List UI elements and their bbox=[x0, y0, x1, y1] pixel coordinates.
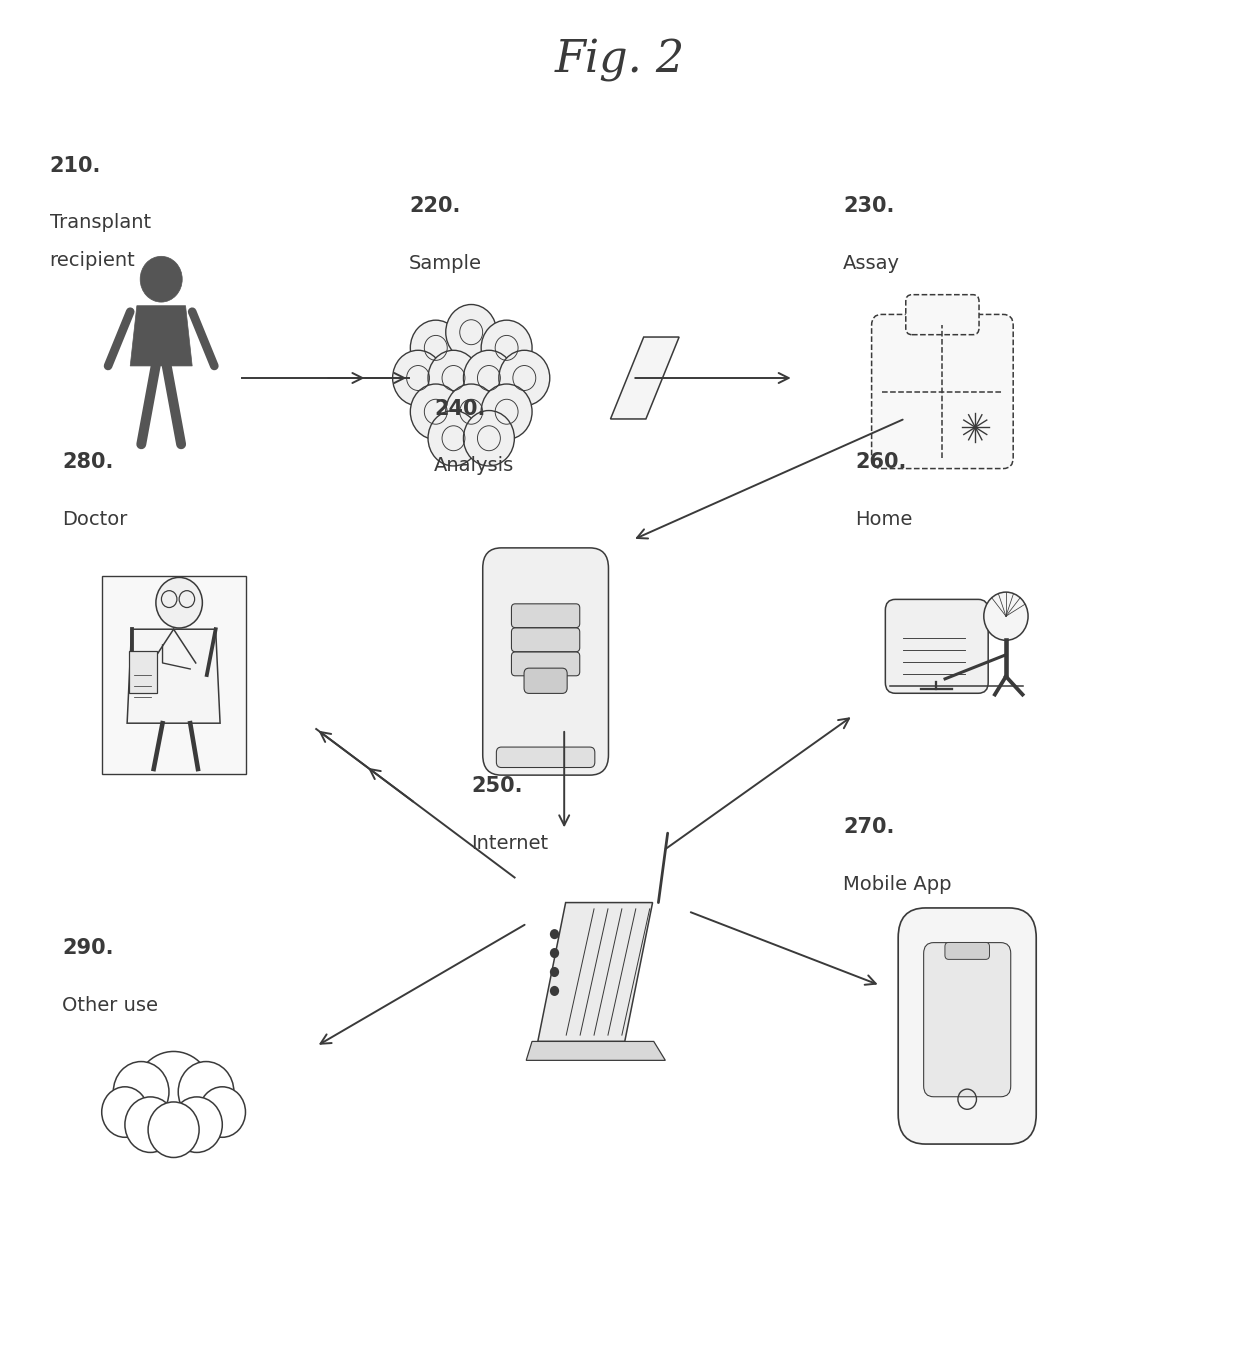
FancyBboxPatch shape bbox=[885, 599, 988, 694]
Text: Other use: Other use bbox=[62, 996, 157, 1015]
Circle shape bbox=[481, 383, 532, 440]
Polygon shape bbox=[130, 305, 192, 366]
Circle shape bbox=[125, 1098, 176, 1153]
Circle shape bbox=[481, 320, 532, 375]
FancyBboxPatch shape bbox=[482, 548, 609, 775]
Circle shape bbox=[983, 593, 1028, 640]
Circle shape bbox=[464, 410, 515, 466]
FancyBboxPatch shape bbox=[511, 628, 580, 652]
Circle shape bbox=[113, 1061, 169, 1122]
FancyBboxPatch shape bbox=[945, 942, 990, 960]
Circle shape bbox=[445, 305, 497, 360]
Text: 220.: 220. bbox=[409, 196, 460, 216]
Circle shape bbox=[445, 383, 497, 440]
Circle shape bbox=[428, 410, 479, 466]
FancyBboxPatch shape bbox=[511, 603, 580, 628]
FancyBboxPatch shape bbox=[924, 942, 1011, 1096]
Text: Doctor: Doctor bbox=[62, 510, 128, 529]
Text: Analysis: Analysis bbox=[434, 456, 515, 475]
Circle shape bbox=[171, 1098, 222, 1153]
Circle shape bbox=[393, 350, 444, 406]
Circle shape bbox=[179, 1061, 234, 1122]
Circle shape bbox=[498, 350, 549, 406]
Text: 270.: 270. bbox=[843, 817, 894, 837]
Circle shape bbox=[200, 1087, 246, 1137]
Circle shape bbox=[464, 350, 515, 406]
Text: Fig. 2: Fig. 2 bbox=[554, 39, 686, 82]
Circle shape bbox=[156, 578, 202, 628]
FancyBboxPatch shape bbox=[872, 315, 1013, 468]
Text: 280.: 280. bbox=[62, 452, 113, 472]
FancyBboxPatch shape bbox=[511, 652, 580, 676]
Circle shape bbox=[549, 967, 559, 977]
Text: 230.: 230. bbox=[843, 196, 894, 216]
FancyBboxPatch shape bbox=[898, 909, 1037, 1143]
Circle shape bbox=[148, 1102, 200, 1157]
Text: Mobile App: Mobile App bbox=[843, 875, 952, 894]
Text: 260.: 260. bbox=[856, 452, 906, 472]
Circle shape bbox=[410, 320, 461, 375]
Text: 240.: 240. bbox=[434, 398, 485, 418]
Circle shape bbox=[549, 948, 559, 958]
Polygon shape bbox=[610, 338, 680, 418]
Circle shape bbox=[549, 929, 559, 940]
Text: recipient: recipient bbox=[50, 251, 135, 270]
FancyBboxPatch shape bbox=[905, 294, 980, 335]
Circle shape bbox=[410, 383, 461, 440]
Circle shape bbox=[102, 1087, 148, 1137]
Circle shape bbox=[549, 986, 559, 996]
Text: 250.: 250. bbox=[471, 776, 523, 796]
Text: 210.: 210. bbox=[50, 155, 100, 176]
Polygon shape bbox=[538, 903, 652, 1041]
Polygon shape bbox=[526, 1041, 666, 1060]
Text: 290.: 290. bbox=[62, 938, 114, 958]
Text: Home: Home bbox=[856, 510, 913, 529]
Polygon shape bbox=[128, 629, 219, 724]
FancyBboxPatch shape bbox=[525, 668, 567, 694]
Text: Internet: Internet bbox=[471, 834, 548, 853]
Bar bbox=[102, 575, 246, 775]
Text: Transplant: Transplant bbox=[50, 213, 151, 232]
FancyBboxPatch shape bbox=[496, 747, 595, 768]
Circle shape bbox=[134, 1052, 213, 1137]
Bar bbox=[129, 651, 157, 693]
Text: Assay: Assay bbox=[843, 254, 900, 273]
Circle shape bbox=[140, 256, 182, 302]
Text: Sample: Sample bbox=[409, 254, 482, 273]
Circle shape bbox=[428, 350, 479, 406]
